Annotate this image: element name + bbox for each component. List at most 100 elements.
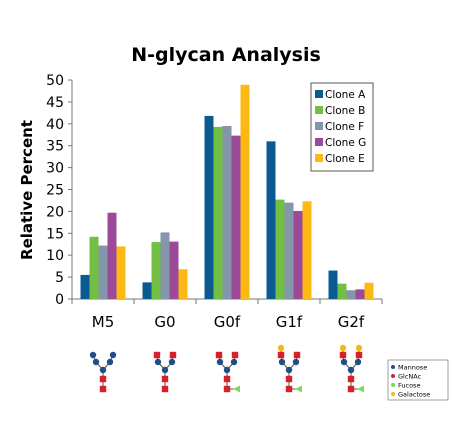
y-tick-label: 0 <box>55 292 64 308</box>
glycan-structure-icon <box>89 351 117 393</box>
glycan-residue <box>355 344 363 352</box>
glycan-residue <box>293 351 301 359</box>
glycan-residue <box>233 385 240 393</box>
glycan-legend-marker <box>391 383 395 387</box>
chart-title: N-glycan Analysis <box>131 44 321 66</box>
glycan-residue <box>357 385 364 393</box>
glycan-residue <box>215 351 223 359</box>
y-tick-label: 30 <box>46 161 64 177</box>
glycan-residue <box>99 385 107 393</box>
glycan-legend-box <box>387 359 449 401</box>
bar <box>107 212 117 299</box>
glycan-residue <box>223 385 231 393</box>
glycan-residue <box>161 366 169 374</box>
bar <box>222 125 232 300</box>
legend-swatch <box>315 122 323 130</box>
glycan-residue <box>153 351 161 359</box>
bar <box>178 269 188 299</box>
bar <box>231 135 241 299</box>
bar <box>293 210 303 299</box>
glycan-legend-marker <box>391 374 395 378</box>
bar <box>98 245 108 299</box>
glycan-residue <box>168 358 176 366</box>
glycan-residue <box>161 385 169 393</box>
glycan-residue <box>89 351 97 359</box>
legend-swatch <box>315 90 323 98</box>
y-tick-label: 50 <box>46 73 64 89</box>
glycan-structure-icon <box>339 344 364 393</box>
bar <box>142 282 152 299</box>
glycan-residue <box>99 375 107 383</box>
x-tick-label: G0f <box>214 313 241 331</box>
glycan-residue <box>161 375 169 383</box>
bar <box>151 242 161 299</box>
glycan-residue <box>99 366 107 374</box>
glycan-residue <box>339 351 347 359</box>
glycan-residue <box>223 366 231 374</box>
x-tick-label: M5 <box>92 313 115 331</box>
glycan-residue <box>285 385 293 393</box>
glycan-residue <box>355 351 363 359</box>
y-tick-label: 25 <box>46 183 64 199</box>
glycan-residue <box>347 366 355 374</box>
y-tick-label: 20 <box>46 204 64 220</box>
legend-swatch <box>315 138 323 146</box>
bar <box>275 199 285 299</box>
bar <box>337 283 347 299</box>
glycan-residue <box>169 351 177 359</box>
glycan-residue <box>106 358 114 366</box>
glycan-structure-icon <box>277 344 302 393</box>
glycan-residue <box>92 358 100 366</box>
bar <box>364 282 374 299</box>
x-tick-label: G2f <box>338 313 365 331</box>
bar <box>160 232 170 299</box>
y-tick-label: 45 <box>46 95 64 111</box>
glycan-residue <box>278 358 286 366</box>
bar <box>266 141 276 299</box>
glycan-residue <box>277 344 285 352</box>
glycan-residue <box>216 358 224 366</box>
glycan-residue <box>277 351 285 359</box>
bar <box>346 290 356 299</box>
glycan-residue <box>285 366 293 374</box>
y-tick-label: 15 <box>46 226 64 242</box>
glycan-residue <box>354 358 362 366</box>
glycan-structure-icon <box>153 351 177 393</box>
legend-swatch <box>315 106 323 114</box>
glycan-residue <box>230 358 238 366</box>
glycan-legend-label: Fucose <box>398 382 420 390</box>
glycan-residue <box>340 358 348 366</box>
legend-label: Clone G <box>325 137 366 149</box>
glycan-residue <box>295 385 302 393</box>
bar <box>284 202 294 299</box>
y-tick-label: 40 <box>46 117 64 133</box>
x-tick-label: G1f <box>276 313 303 331</box>
bar <box>204 115 214 299</box>
legend-label: Clone A <box>325 89 366 101</box>
glycan-structure-icon <box>215 351 240 393</box>
glycan-legend-label: GlcNAc <box>398 373 422 381</box>
glycan-legend-marker <box>391 392 395 396</box>
legend-swatch <box>315 154 323 162</box>
y-tick-label: 10 <box>46 248 64 264</box>
bar <box>355 289 365 299</box>
bar <box>213 126 223 299</box>
glycan-legend-label: Mannose <box>398 364 427 372</box>
glycan-legend-marker <box>391 365 395 369</box>
glycan-residue <box>347 375 355 383</box>
glycan-residue <box>154 358 162 366</box>
glycan-residue <box>339 344 347 352</box>
x-tick-label: G0 <box>154 313 175 331</box>
bar <box>80 274 90 299</box>
glycan-residue <box>223 375 231 383</box>
bar <box>169 241 179 299</box>
glycan-residue <box>292 358 300 366</box>
legend-label: Clone E <box>325 153 365 165</box>
y-tick-label: 5 <box>55 270 64 286</box>
bar <box>116 246 126 299</box>
y-tick-label: 35 <box>46 139 64 155</box>
bar <box>240 84 250 300</box>
legend-label: Clone B <box>325 105 365 117</box>
bar <box>328 270 338 299</box>
